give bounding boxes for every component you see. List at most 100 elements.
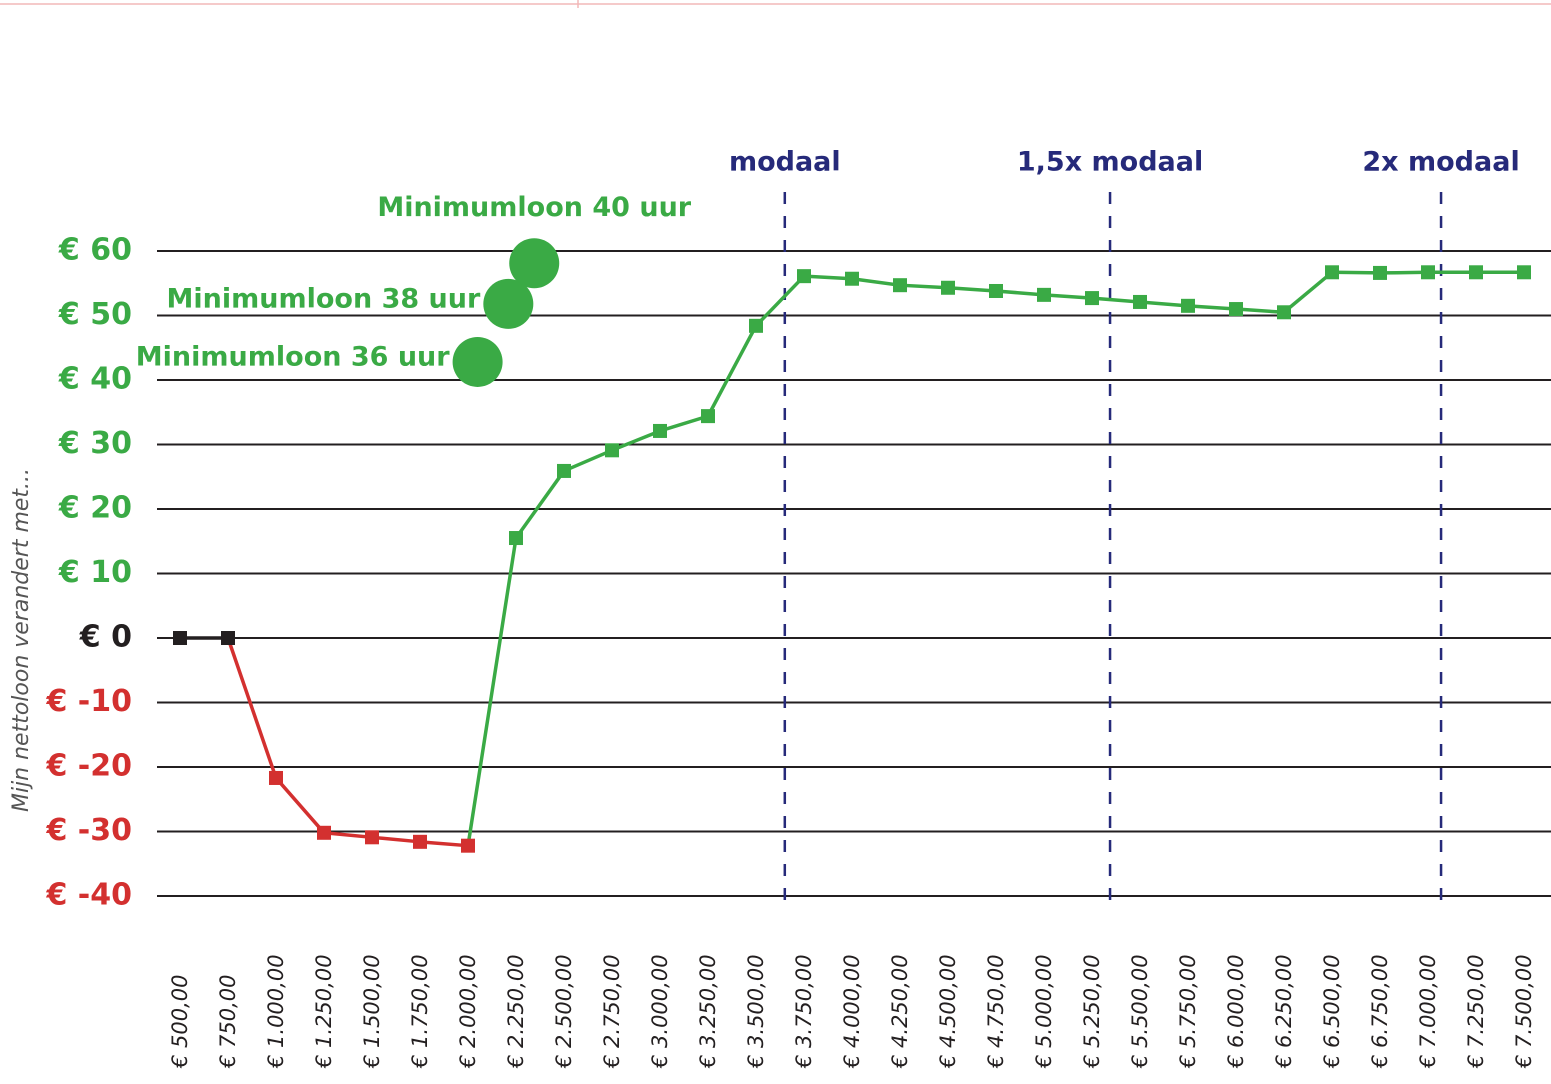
marker <box>1133 294 1147 309</box>
x-tick-label: € 3.500,00 <box>744 954 768 1069</box>
marker <box>1181 298 1195 313</box>
marker <box>461 838 475 853</box>
y-tick-label: € 20 <box>58 491 132 526</box>
x-tick-label: € 2.250,00 <box>504 954 528 1069</box>
marker <box>509 531 523 546</box>
line-segment <box>1091 296 1141 304</box>
x-tick-label: € 4.250,00 <box>888 954 912 1069</box>
marker <box>893 278 907 293</box>
x-tick-label: € 1.000,00 <box>264 954 288 1069</box>
y-tick-label: € 10 <box>58 555 132 590</box>
line-segment <box>754 274 806 328</box>
marker <box>1373 265 1387 280</box>
marker <box>1037 287 1051 302</box>
y-tick-label: € -40 <box>45 878 132 913</box>
line-segment <box>1043 293 1093 300</box>
x-tick-label: € 1.750,00 <box>408 954 432 1069</box>
x-tick-label: € 2.750,00 <box>600 954 624 1069</box>
line-segment <box>611 429 661 452</box>
y-tick-label: € -10 <box>45 684 132 719</box>
x-tick-label: € 4.500,00 <box>936 954 960 1069</box>
line-segment <box>1331 270 1381 275</box>
bubble <box>452 336 503 387</box>
marker <box>1229 302 1243 317</box>
line-segment <box>371 835 421 844</box>
x-tick-label: € 6.750,00 <box>1368 954 1392 1069</box>
marker <box>413 834 427 849</box>
line-segment <box>1139 300 1189 308</box>
marker <box>1085 291 1099 306</box>
bubble-label: Minimumloon 40 uur <box>377 192 691 223</box>
marker <box>1277 305 1291 320</box>
marker <box>989 283 1003 298</box>
marker <box>845 271 859 286</box>
marker <box>1469 265 1483 280</box>
y-tick-label: € -20 <box>45 749 132 784</box>
x-tick-label: € 5.000,00 <box>1032 954 1056 1069</box>
x-tick-label: € 6.000,00 <box>1224 954 1248 1069</box>
y-tick-label: € 0 <box>79 620 132 655</box>
x-tick-label: € 750,00 <box>216 974 240 1069</box>
marker <box>701 409 715 424</box>
line-segment <box>1187 304 1237 311</box>
x-tick-label: € 1.500,00 <box>360 954 384 1069</box>
x-tick-label: € 5.750,00 <box>1176 954 1200 1069</box>
x-tick-label: € 1.250,00 <box>312 954 336 1069</box>
bubble <box>509 238 560 289</box>
reference-label: modaal <box>729 147 841 178</box>
marker <box>941 280 955 295</box>
x-tick-label: € 5.500,00 <box>1128 954 1152 1069</box>
line-segment <box>803 274 853 281</box>
y-tick-label: € 60 <box>58 233 132 268</box>
x-tick-label: € 500,00 <box>168 974 192 1069</box>
y-tick-label: € 50 <box>58 297 132 332</box>
marker <box>1517 265 1531 280</box>
line-segment <box>1379 270 1429 275</box>
line-segment <box>995 289 1045 297</box>
bubble <box>483 278 534 329</box>
marker <box>1421 265 1435 280</box>
line-segment <box>1282 270 1334 314</box>
y-axis-label: Mijn nettoloon verandert met... <box>9 468 34 812</box>
line-segment <box>514 469 566 540</box>
marker <box>365 830 379 845</box>
x-tick-label: € 3.250,00 <box>696 954 720 1069</box>
marker <box>749 318 763 333</box>
marker <box>269 770 283 785</box>
line-segment <box>226 637 278 779</box>
line-segment <box>274 776 326 834</box>
x-tick-label: € 4.000,00 <box>840 954 864 1069</box>
x-tick-label: € 7.000,00 <box>1416 954 1440 1069</box>
marker <box>797 269 811 284</box>
line-segment <box>419 840 469 848</box>
line-segment <box>851 277 901 287</box>
marker <box>173 631 187 645</box>
x-tick-label: € 6.250,00 <box>1272 954 1296 1069</box>
reference-label: 2x modaal <box>1362 147 1519 178</box>
marker <box>317 825 331 840</box>
line-segment <box>706 324 758 417</box>
line-segment <box>1235 307 1285 315</box>
bubble-label: Minimumloon 36 uur <box>136 341 450 372</box>
y-tick-label: € 40 <box>58 362 132 397</box>
y-tick-label: € 30 <box>58 426 132 461</box>
line-segment <box>466 537 518 846</box>
x-tick-label: € 7.500,00 <box>1512 954 1536 1069</box>
marker <box>221 631 235 645</box>
reference-label: 1,5x modaal <box>1017 147 1203 178</box>
x-tick-label: € 3.000,00 <box>648 954 672 1069</box>
x-tick-label: € 4.750,00 <box>984 954 1008 1069</box>
line-segment <box>659 414 709 433</box>
x-tick-label: € 3.750,00 <box>792 954 816 1069</box>
marker <box>1325 265 1339 280</box>
x-tick-label: € 6.500,00 <box>1320 954 1344 1069</box>
x-tick-label: € 7.250,00 <box>1464 954 1488 1069</box>
line-segment <box>947 286 997 293</box>
marker <box>557 463 571 478</box>
line-segment <box>323 831 373 840</box>
marker <box>653 423 667 438</box>
bubble-label: Minimumloon 38 uur <box>167 283 481 314</box>
x-tick-label: € 2.000,00 <box>456 954 480 1069</box>
